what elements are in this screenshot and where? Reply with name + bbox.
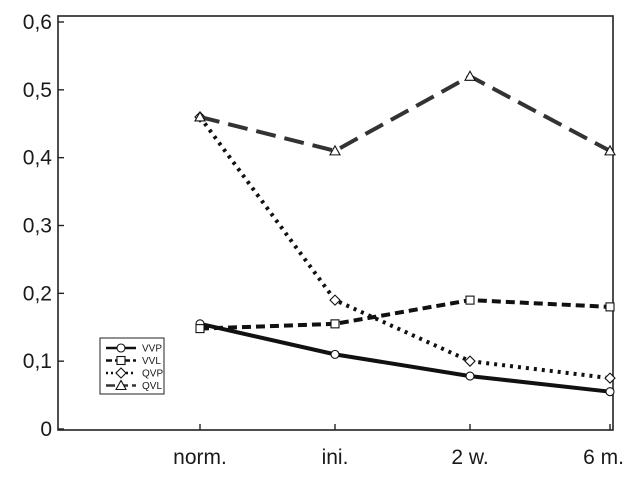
legend-marker-qvl (115, 379, 127, 391)
legend-marker-qvp (115, 367, 127, 379)
data-point-vvl (605, 302, 615, 312)
data-point-qvl (194, 110, 206, 122)
legend-label-vvl: VVL (142, 356, 161, 367)
data-point-qvp (329, 294, 341, 306)
y-tick-label: 0,4 (23, 147, 53, 170)
y-tick-label: 0 (40, 418, 52, 441)
data-point-qvl (464, 70, 476, 81)
data-point-vvp (605, 387, 615, 397)
data-point-vvl (465, 295, 475, 305)
x-tick-label: 2 w. (451, 446, 488, 469)
y-axis: 0 0,1 0,2 0,3 0,4 0,5 0,6 (23, 11, 64, 441)
y-tick-label: 0,1 (23, 350, 52, 373)
y-tick-label: 0,6 (23, 11, 52, 34)
series-qvl (194, 70, 616, 156)
legend-label-vvp: VVP (142, 344, 162, 355)
y-tick-label: 0,3 (23, 215, 52, 238)
x-tick-label: 6 m. (583, 446, 624, 469)
y-tick-label: 0,2 (23, 282, 52, 305)
legend-label-qvp: QVP (142, 369, 163, 380)
data-point-qvp (464, 355, 476, 367)
legend-label-qvl: QVL (142, 381, 162, 392)
data-point-vvl (330, 319, 340, 329)
series-line-vvl (199, 298, 611, 331)
legend-marker-vvp (116, 343, 126, 353)
data-point-vvp (330, 349, 340, 359)
series-layer (194, 70, 616, 397)
series-line-qvp (198, 115, 611, 381)
series-line-vvp (199, 321, 611, 394)
series-line-qvl (199, 74, 611, 153)
x-tick-label: ini. (322, 446, 349, 469)
series-qvp (194, 111, 616, 384)
x-tick-label: norm. (173, 446, 227, 469)
series-vvp (195, 319, 615, 397)
legend-marker-vvl (116, 355, 126, 366)
series-vvl (195, 295, 615, 334)
data-point-vvp (465, 371, 475, 381)
data-point-vvl (195, 324, 205, 334)
y-tick-label: 0,5 (23, 79, 52, 102)
data-point-qvp (604, 372, 616, 384)
data-point-qvl (604, 144, 616, 156)
x-axis: norm. ini. 2 w. 6 m. (173, 424, 624, 469)
data-point-qvl (329, 144, 341, 156)
